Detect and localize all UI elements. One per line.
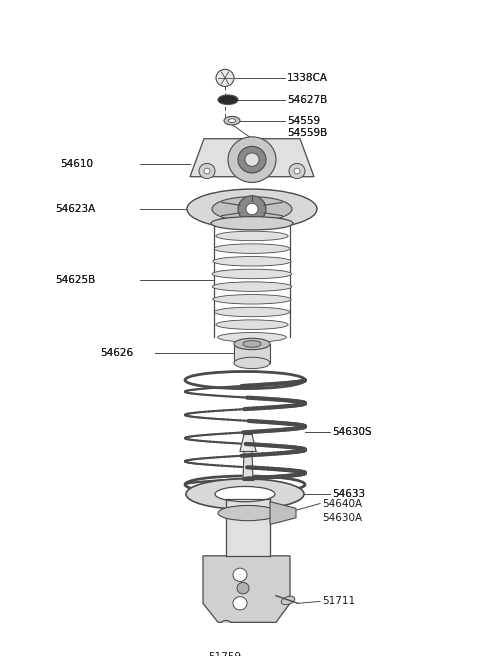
Ellipse shape (212, 197, 292, 221)
Text: 54630S: 54630S (332, 427, 372, 438)
Text: 54559: 54559 (287, 115, 320, 126)
Ellipse shape (218, 333, 286, 342)
Ellipse shape (243, 340, 261, 347)
Circle shape (289, 163, 305, 178)
Text: 54626: 54626 (100, 348, 133, 358)
Circle shape (237, 583, 249, 594)
Circle shape (246, 203, 258, 215)
Circle shape (228, 137, 276, 182)
Text: 54626: 54626 (100, 348, 133, 358)
Polygon shape (243, 451, 253, 480)
Text: 54623A: 54623A (55, 204, 95, 214)
Ellipse shape (212, 282, 292, 291)
Text: 51759: 51759 (208, 653, 241, 656)
Circle shape (204, 168, 210, 174)
Ellipse shape (218, 95, 238, 104)
Ellipse shape (218, 506, 278, 521)
Circle shape (245, 153, 259, 166)
Text: 1338CA: 1338CA (287, 73, 328, 83)
Text: 54627B: 54627B (287, 94, 327, 105)
Polygon shape (226, 499, 270, 556)
Text: 54559: 54559 (287, 115, 320, 126)
Text: 54559B: 54559B (287, 128, 327, 138)
Ellipse shape (281, 596, 295, 605)
Ellipse shape (211, 216, 293, 230)
Ellipse shape (234, 338, 270, 350)
Circle shape (238, 146, 266, 173)
Text: 54625B: 54625B (55, 276, 95, 285)
Polygon shape (240, 434, 256, 451)
Circle shape (199, 163, 215, 178)
Ellipse shape (216, 231, 288, 241)
Text: 54640A: 54640A (322, 499, 362, 508)
Text: 54559B: 54559B (287, 128, 327, 138)
Ellipse shape (215, 487, 275, 502)
Ellipse shape (214, 307, 290, 317)
Ellipse shape (187, 189, 317, 229)
Circle shape (233, 597, 247, 610)
FancyBboxPatch shape (234, 344, 270, 363)
Circle shape (233, 568, 247, 581)
Ellipse shape (214, 244, 290, 253)
Polygon shape (190, 138, 314, 176)
Ellipse shape (213, 256, 291, 266)
Ellipse shape (228, 119, 236, 123)
Circle shape (219, 621, 233, 634)
Text: 1338CA: 1338CA (287, 73, 328, 83)
Ellipse shape (224, 116, 240, 125)
Polygon shape (270, 502, 296, 524)
Text: 51711: 51711 (322, 596, 355, 606)
Circle shape (294, 168, 300, 174)
Text: 54630A: 54630A (322, 513, 362, 523)
Text: 54633: 54633 (332, 489, 365, 499)
Ellipse shape (213, 295, 291, 304)
Circle shape (216, 70, 234, 87)
Text: 54633: 54633 (332, 489, 365, 499)
Text: 54625B: 54625B (55, 276, 95, 285)
Text: 54623A: 54623A (55, 204, 95, 214)
Text: 54627B: 54627B (287, 94, 327, 105)
Ellipse shape (212, 269, 292, 279)
Ellipse shape (186, 479, 304, 509)
Text: 54610: 54610 (60, 159, 93, 169)
Text: 54610: 54610 (60, 159, 93, 169)
Text: 54630S: 54630S (332, 427, 372, 438)
Ellipse shape (218, 218, 286, 228)
Polygon shape (203, 556, 290, 623)
Ellipse shape (234, 358, 270, 369)
Circle shape (223, 625, 229, 630)
Ellipse shape (216, 320, 288, 329)
Circle shape (238, 195, 266, 222)
